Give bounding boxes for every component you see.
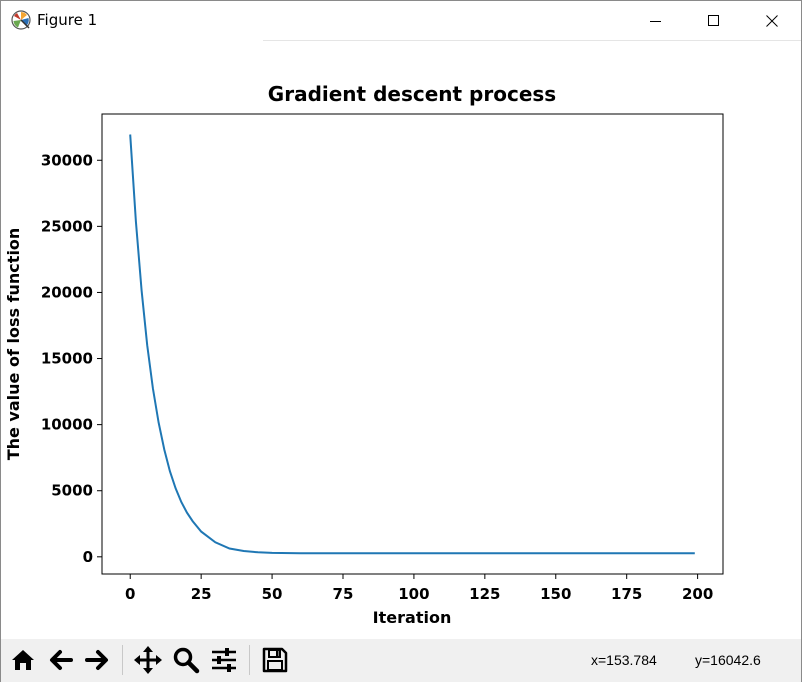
x-tick-label: 25: [191, 585, 212, 603]
x-tick-label: 125: [469, 585, 500, 603]
minimize-button[interactable]: [627, 1, 685, 40]
navigation-toolbar: x=153.784 y=16042.6: [1, 639, 801, 682]
toolbar-separator: [249, 645, 250, 675]
chart-title: Gradient descent process: [268, 82, 556, 106]
figure-canvas[interactable]: Gradient descent process 0 25 50 75 100 125 15…: [1, 41, 801, 639]
maximize-icon: [708, 14, 719, 26]
back-button[interactable]: [45, 644, 77, 676]
close-icon: [766, 14, 778, 27]
cursor-y-readout: y=16042.6: [695, 652, 761, 668]
y-tick-label: 25000: [41, 217, 93, 235]
series-line: [129, 134, 695, 555]
arrow-left-icon: [50, 650, 73, 670]
matplotlib-logo-icon: [11, 10, 31, 30]
plot-area: [101, 113, 724, 575]
chart[interactable]: Gradient descent process 0 25 50 75 100 125 15…: [1, 41, 801, 639]
toolbar-separator: [122, 645, 123, 675]
x-tick-label: 100: [398, 585, 429, 603]
sliders-icon: [212, 648, 236, 672]
home-button[interactable]: [7, 644, 39, 676]
window-title: Figure 1: [37, 11, 98, 29]
y-tick-label: 15000: [41, 350, 93, 368]
y-axis-label: The value of loss function: [4, 228, 23, 461]
move-icon: [134, 646, 162, 674]
close-button[interactable]: [743, 1, 801, 40]
y-tick-label: 30000: [41, 151, 93, 169]
cursor-x-readout: x=153.784: [591, 652, 657, 668]
y-tick-label: 5000: [51, 482, 93, 500]
arrow-right-icon: [85, 650, 108, 670]
home-icon: [12, 650, 34, 670]
forward-button[interactable]: [81, 644, 113, 676]
y-tick-label: 0: [83, 548, 93, 566]
x-tick-label: 200: [682, 585, 713, 603]
save-button[interactable]: [259, 644, 291, 676]
y-tick-label: 10000: [41, 416, 93, 434]
maximize-button[interactable]: [685, 1, 743, 40]
title-bar[interactable]: Figure 1: [1, 1, 801, 40]
configure-subplots-button[interactable]: [208, 644, 240, 676]
x-tick-label: 50: [262, 585, 283, 603]
pan-button[interactable]: [132, 644, 164, 676]
floppy-disk-icon: [262, 647, 288, 673]
y-tick-label: 20000: [41, 283, 93, 301]
x-tick-label: 75: [333, 585, 354, 603]
minimize-icon: [650, 20, 661, 22]
title-divider: [263, 40, 801, 41]
x-tick-label: 0: [125, 585, 135, 603]
x-tick-label: 175: [611, 585, 642, 603]
x-tick-label: 150: [540, 585, 571, 603]
magnifier-icon: [173, 647, 200, 674]
x-axis-label: Iteration: [373, 608, 452, 627]
zoom-button[interactable]: [170, 644, 202, 676]
